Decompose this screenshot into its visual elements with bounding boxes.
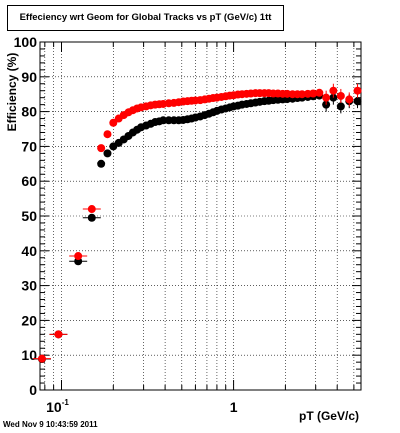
data-point <box>103 149 112 158</box>
marker <box>298 90 307 99</box>
y-tick-label: 40 <box>21 243 37 259</box>
marker <box>74 252 83 261</box>
y-tick-label: 30 <box>21 278 37 294</box>
marker <box>345 95 354 104</box>
marker <box>37 354 46 363</box>
marker <box>109 118 118 127</box>
marker <box>54 330 63 339</box>
y-tick-label: 70 <box>21 138 37 154</box>
marker <box>322 93 331 102</box>
marker <box>336 91 345 100</box>
marker <box>353 97 362 106</box>
data-point <box>159 116 168 125</box>
data-point <box>82 213 101 222</box>
data-point <box>315 88 324 97</box>
y-tick-label: 0 <box>29 382 37 398</box>
data-point <box>109 118 118 127</box>
data-point <box>97 159 106 168</box>
marker <box>336 102 345 111</box>
data-point <box>309 89 318 98</box>
marker <box>103 130 112 139</box>
y-tick-label: 80 <box>21 104 37 120</box>
y-tick-label: 90 <box>21 69 37 85</box>
data-point <box>49 330 68 339</box>
data-point <box>322 90 331 105</box>
chart-title-box: Effeciency wrt Geom for Global Tracks vs… <box>7 5 284 31</box>
y-tick-label: 10 <box>21 347 37 363</box>
x-axis-label: pT (GeV/c) <box>299 409 359 423</box>
data-point <box>298 90 307 99</box>
y-tick-label: 20 <box>21 312 37 328</box>
y-tick-label: 50 <box>21 208 37 224</box>
data-point <box>345 92 354 107</box>
axes: 0 10 20 30 40 50 60 70 80 90 100 10-1 1 <box>14 34 361 415</box>
marker <box>87 205 96 214</box>
marker <box>87 213 96 222</box>
x-tick-label: 1 <box>230 399 238 415</box>
data-point <box>32 354 51 363</box>
data-point <box>103 130 112 139</box>
marker <box>315 88 324 97</box>
marker <box>97 159 106 168</box>
timestamp: Wed Nov 9 10:43:59 2011 <box>3 420 98 429</box>
marker <box>97 144 106 153</box>
y-tick-label: 100 <box>14 34 38 50</box>
data-point <box>82 205 101 214</box>
data-point <box>353 83 362 98</box>
marker <box>329 86 338 95</box>
data-point <box>97 144 106 153</box>
marker <box>353 86 362 95</box>
data-point <box>329 83 338 98</box>
x-tick-label: 10-1 <box>46 398 69 415</box>
data-point <box>336 88 345 103</box>
marker <box>159 116 168 125</box>
data-points <box>32 83 362 364</box>
chart-title: Effeciency wrt Geom for Global Tracks vs… <box>19 12 272 23</box>
marker <box>103 149 112 158</box>
data-point <box>69 252 88 261</box>
y-tick-label: 60 <box>21 173 37 189</box>
marker <box>309 89 318 98</box>
y-axis-label: Efficiency (%) <box>5 53 19 132</box>
